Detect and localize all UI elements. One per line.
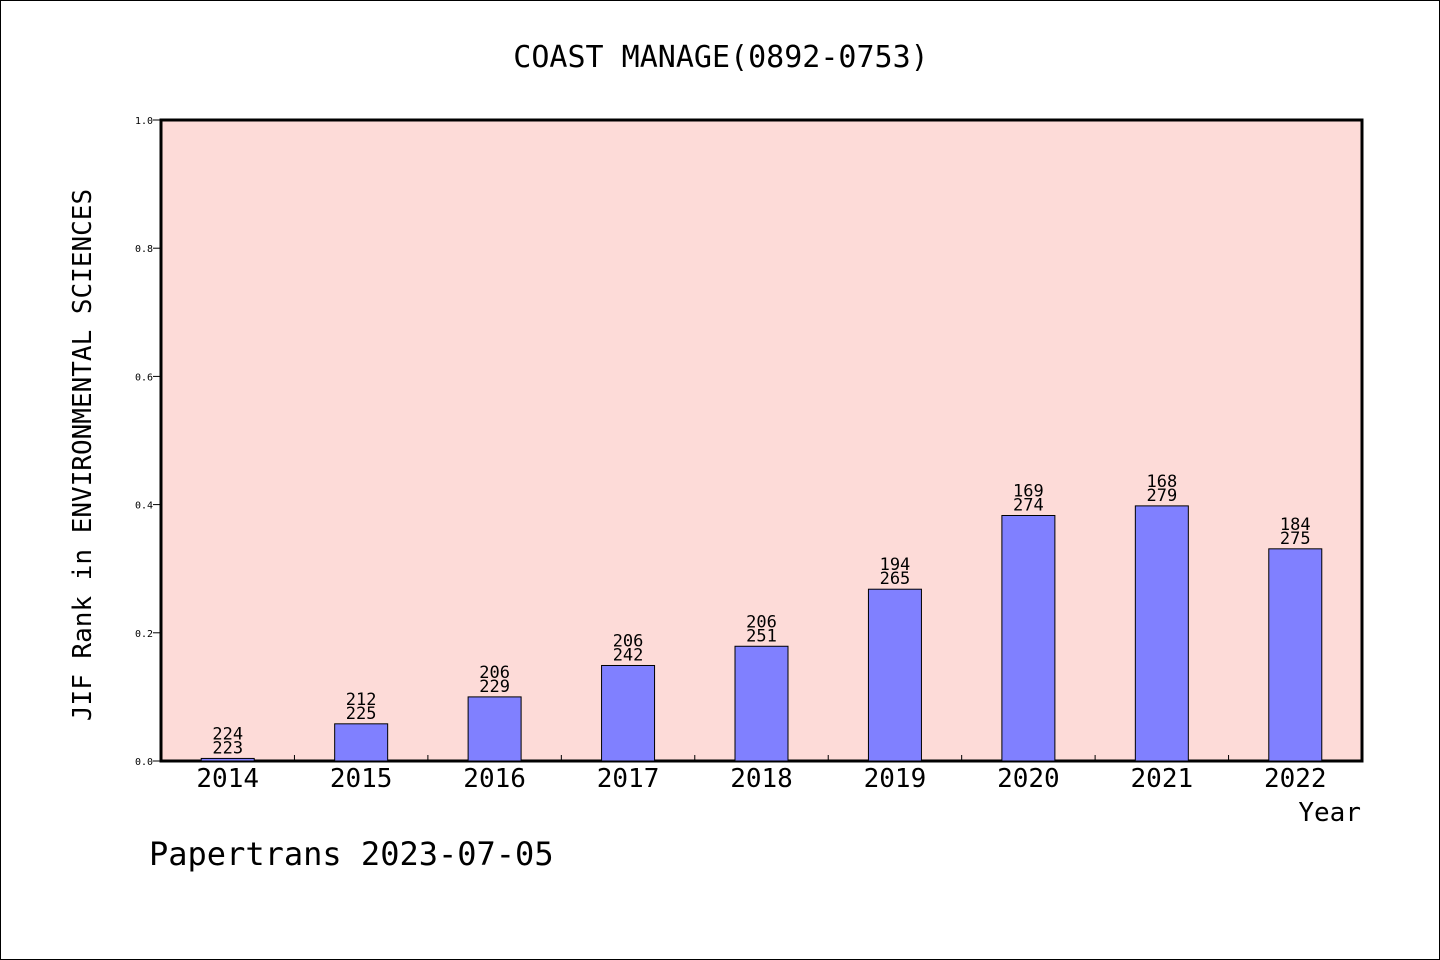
bar-rank-label: 184 (1280, 515, 1311, 535)
bar-2022 (1268, 548, 1323, 762)
bar-labels-group: 2242232122252062292062422062511942651692… (212, 472, 1310, 759)
bar-2021 (1134, 505, 1189, 762)
bar-total-label: 242 (613, 645, 644, 665)
bar-total-label: 223 (212, 738, 243, 758)
bar-total-label: 229 (479, 677, 510, 697)
x-tick-label: 2018 (730, 764, 793, 794)
bar-2017 (601, 664, 656, 762)
y-tick-label: 1.0 (135, 116, 153, 127)
bar-2020 (1001, 514, 1056, 762)
bar-total-label: 265 (880, 569, 911, 589)
bar-rank-label: 206 (613, 631, 644, 651)
bar-total-label: 274 (1013, 495, 1044, 515)
bar-rank-label: 168 (1146, 472, 1177, 492)
bar-total-label: 279 (1146, 486, 1177, 506)
y-tick-label: 0.4 (135, 501, 153, 512)
bar-rank-label: 194 (880, 555, 911, 575)
y-tick-label: 0.0 (135, 757, 153, 768)
x-tick-label: 2022 (1264, 764, 1327, 794)
y-axis-label: JIF Rank in ENVIRONMENTAL SCIENCES (68, 189, 98, 721)
bars-group (200, 505, 1323, 762)
bar-rank-label: 169 (1013, 481, 1044, 501)
x-tick-label: 2020 (997, 764, 1060, 794)
bar-2014 (200, 757, 255, 762)
bar-2016 (467, 696, 522, 762)
bar-rank-label: 206 (479, 663, 510, 683)
x-axis-label: Year (1298, 798, 1361, 828)
x-tick-label: 2015 (330, 764, 393, 794)
y-tick-label: 0.8 (135, 244, 153, 255)
bar-total-label: 225 (346, 704, 377, 724)
bar-rank-label: 224 (212, 724, 243, 744)
x-tick-label: 2019 (864, 764, 927, 794)
bar-rank-label: 212 (346, 690, 377, 710)
y-tick-label: 0.2 (135, 629, 153, 640)
bar-2019 (867, 588, 922, 762)
credit-text: Papertrans 2023-07-05 (149, 835, 554, 873)
chart-title: COAST MANAGE(0892-0753) (513, 40, 928, 75)
bar-2015 (334, 723, 389, 762)
x-tick-label: 2014 (196, 764, 259, 794)
x-tick-label: 2021 (1131, 764, 1194, 794)
x-tick-label: 2017 (597, 764, 660, 794)
x-tick-label: 2016 (463, 764, 526, 794)
bar-2018 (734, 645, 789, 762)
bar-rank-label: 206 (746, 612, 777, 632)
y-tick-label: 0.6 (135, 372, 153, 383)
y-axis-ticks: 0.0 0.2 0.4 0.6 0.8 1.0 (135, 116, 161, 768)
bar-total-label: 275 (1280, 529, 1311, 549)
x-axis-ticks: 2014 2015 2016 2017 2018 2019 2020 2021 2022 (196, 755, 1327, 794)
bar-total-label: 251 (746, 626, 777, 646)
